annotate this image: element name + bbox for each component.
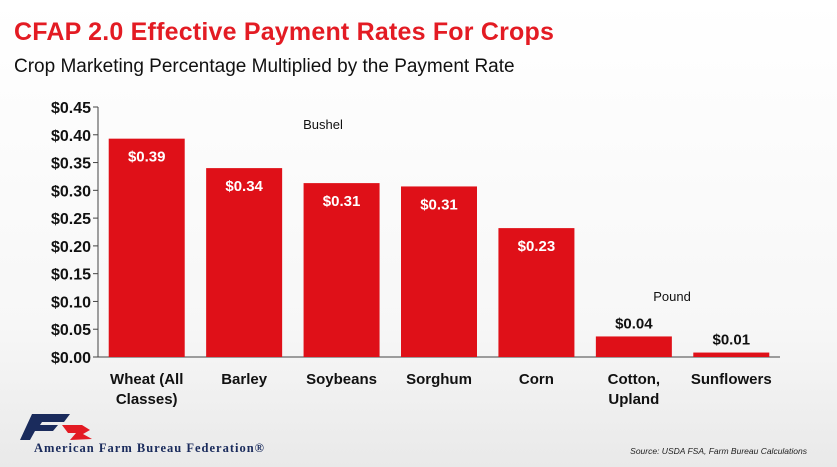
chart-title: CFAP 2.0 Effective Payment Rates For Cro…: [14, 18, 555, 46]
data-label: $0.01: [713, 332, 751, 349]
x-tick-label: Sunflowers: [691, 371, 772, 388]
annotation-bushel: Bushel: [303, 117, 343, 132]
data-label: $0.31: [323, 193, 361, 210]
data-label: $0.23: [518, 238, 556, 255]
x-tick-label: Cotton,: [608, 371, 660, 388]
bar: [401, 186, 477, 357]
afbf-logo-icon: [20, 412, 100, 447]
data-label: $0.04: [615, 315, 653, 332]
y-tick-label: $0.40: [51, 128, 91, 145]
x-tick-label: Sorghum: [406, 371, 472, 388]
y-tick-label: $0.45: [51, 100, 91, 117]
bar: [498, 228, 575, 357]
y-tick-label: $0.25: [51, 211, 91, 228]
y-tick-label: $0.30: [51, 183, 91, 200]
organization-name: American Farm Bureau Federation®: [34, 441, 265, 455]
data-label: $0.39: [128, 149, 166, 166]
data-label: $0.31: [420, 196, 458, 213]
y-tick-label: $0.15: [51, 267, 91, 284]
bar: [595, 336, 672, 357]
y-tick-label: $0.05: [51, 322, 91, 339]
x-tick-label: Upland: [608, 391, 659, 408]
y-tick-label: $0.10: [51, 294, 91, 311]
data-label: $0.34: [225, 178, 263, 195]
bar: [108, 138, 185, 357]
annotation-pound: Pound: [653, 289, 691, 304]
x-tick-label: Soybeans: [306, 371, 377, 388]
bar: [303, 183, 380, 357]
bar: [693, 352, 770, 357]
bar: [206, 168, 283, 357]
x-tick-label: Classes): [116, 391, 178, 408]
chart-subtitle: Crop Marketing Percentage Multiplied by …: [14, 56, 515, 77]
x-tick-label: Barley: [221, 371, 268, 388]
x-tick-label: Corn: [519, 371, 554, 388]
y-tick-label: $0.35: [51, 156, 91, 173]
x-tick-label: Wheat (All: [110, 371, 183, 388]
y-tick-label: $0.00: [51, 350, 91, 367]
y-tick-label: $0.20: [51, 239, 91, 256]
source-note: Source: USDA FSA, Farm Bureau Calculatio…: [630, 446, 807, 456]
